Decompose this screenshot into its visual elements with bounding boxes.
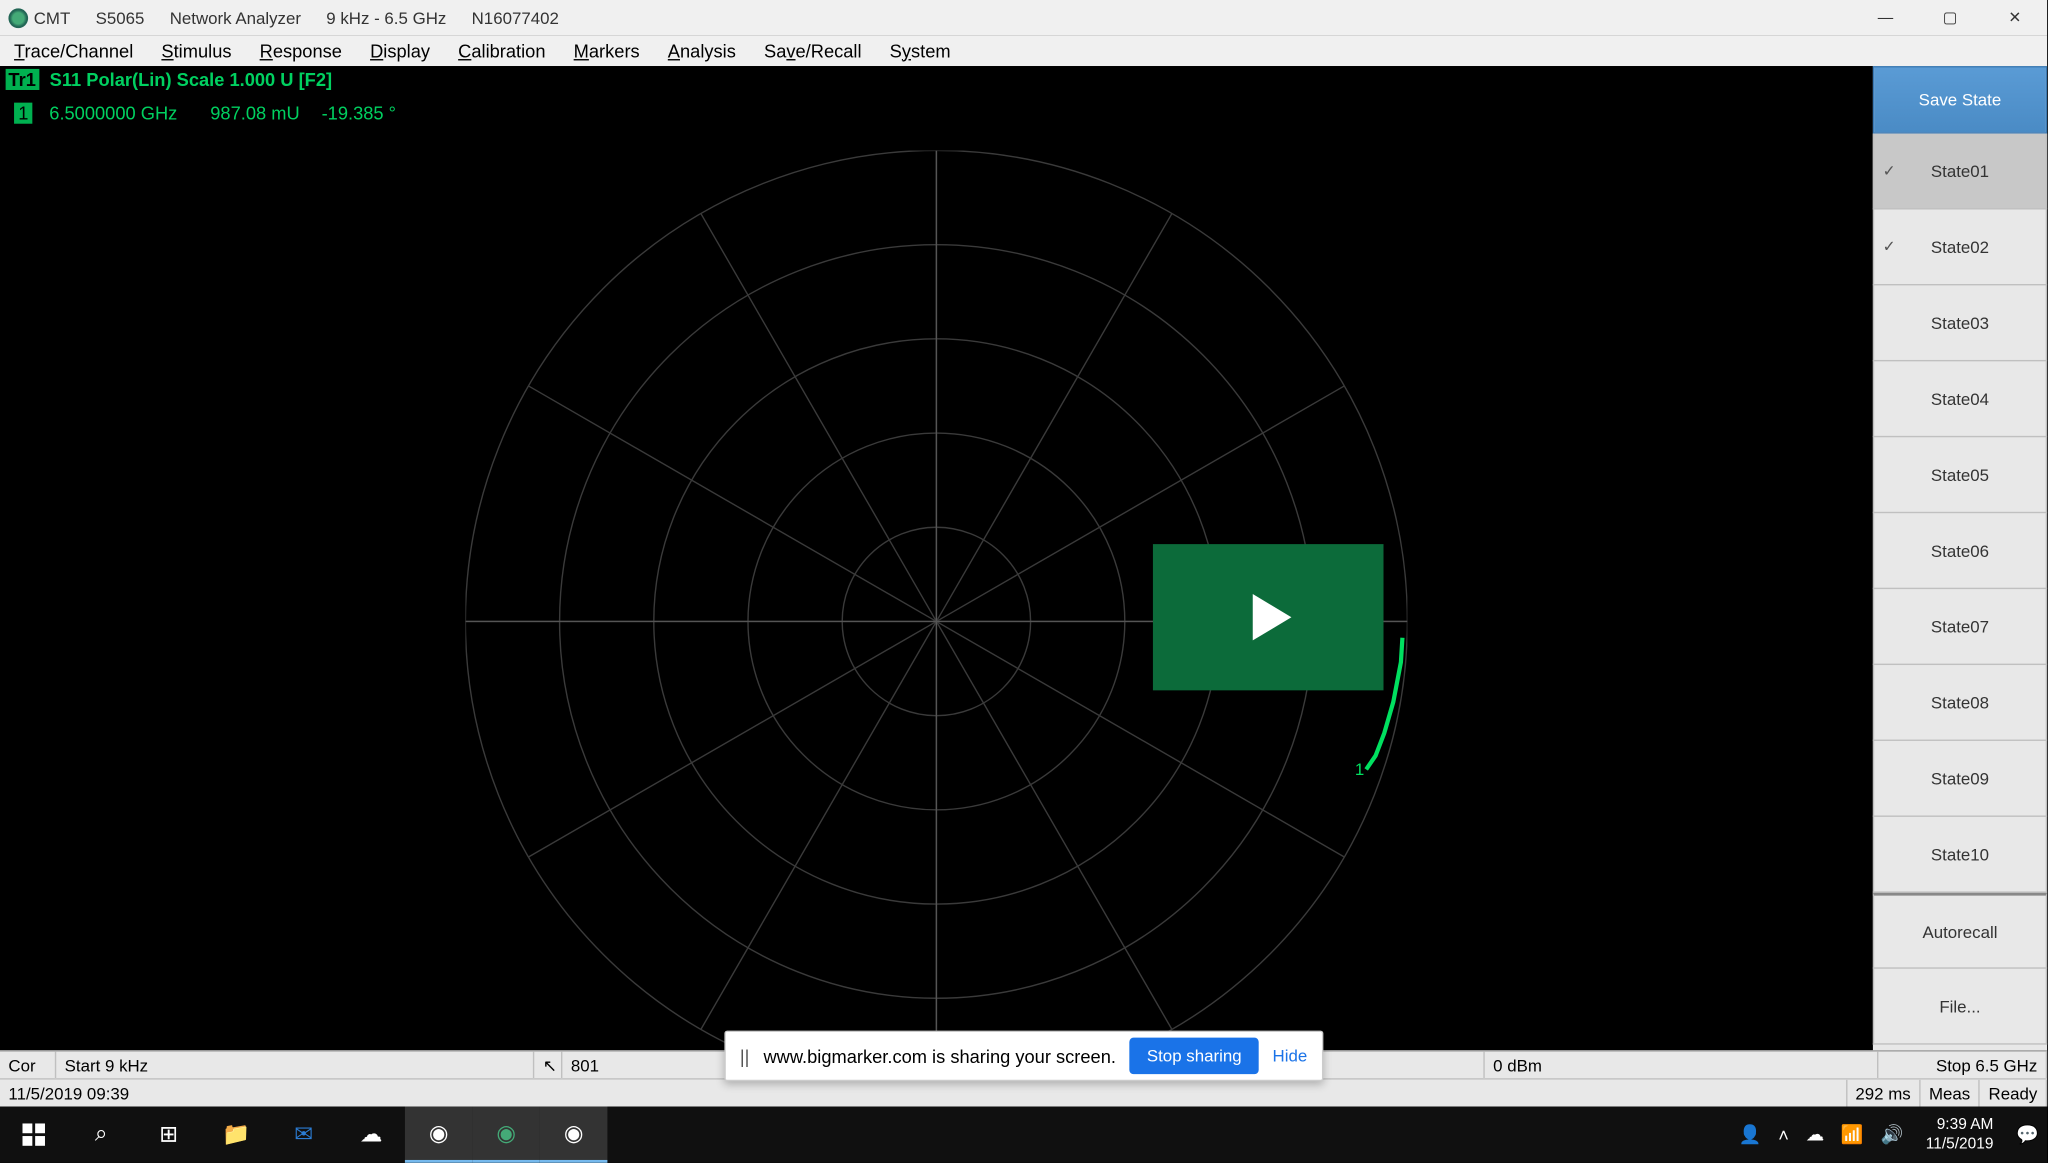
taskbar: ⌕ ⊞ 📁 ✉ ☁ ◉ ◉ ◉ 👤 ˄ ☁ 📶 🔊 9:39 AM 11/5/2… xyxy=(0,1107,2047,1163)
side-panel: Save State ✓ State01 ✓ State02 State03 State04… xyxy=(1873,66,2047,1050)
notifications-icon[interactable]: 💬 xyxy=(2008,1123,2048,1145)
save-state-header[interactable]: Save State xyxy=(1873,66,2047,133)
serial: N16077402 xyxy=(472,8,559,28)
trace-title: S11 Polar(Lin) Scale 1.000 U [F2] xyxy=(50,69,332,90)
state-slot-state04[interactable]: State04 xyxy=(1873,361,2047,437)
share-text: www.bigmarker.com is sharing your screen… xyxy=(763,1045,1115,1066)
menu-markers[interactable]: Markers xyxy=(560,40,654,61)
state-slot-state08[interactable]: State08 xyxy=(1873,665,2047,741)
state-slot-state03[interactable]: State03 xyxy=(1873,285,2047,361)
check-icon: ✓ xyxy=(1883,162,1896,180)
state-label: State04 xyxy=(1931,389,1989,409)
title-bar: CMT S5065 Network Analyzer 9 kHz - 6.5 G… xyxy=(0,0,2047,35)
hide-sharing-button[interactable]: Hide xyxy=(1273,1046,1308,1066)
wifi-icon[interactable]: 📶 xyxy=(1832,1123,1872,1145)
state-label: State10 xyxy=(1931,844,1989,864)
model: S5065 xyxy=(96,8,145,28)
clock[interactable]: 9:39 AM 11/5/2019 xyxy=(1912,1115,2008,1154)
volume-icon[interactable]: 🔊 xyxy=(1872,1123,1912,1145)
autorecall-button[interactable]: Autorecall xyxy=(1873,893,2047,969)
chrome-icon[interactable]: ◉ xyxy=(405,1107,472,1163)
marker-readout: 1 6.5000000 GHz 987.08 mU -19.385 ° xyxy=(14,103,396,125)
menu-bar: Trace/ChannelStimulusResponseDisplayCali… xyxy=(0,35,2047,66)
state-label: State03 xyxy=(1931,313,1989,333)
state-slot-state05[interactable]: State05 xyxy=(1873,437,2047,513)
chrome-icon-2[interactable]: ◉ xyxy=(540,1107,607,1163)
product: Network Analyzer xyxy=(170,8,301,28)
marker-phase: -19.385 ° xyxy=(322,103,396,124)
screen-share-bar: || www.bigmarker.com is sharing your scr… xyxy=(724,1031,1322,1082)
state-label: State02 xyxy=(1931,237,1989,257)
stop-sharing-button[interactable]: Stop sharing xyxy=(1130,1038,1258,1075)
state-label: State06 xyxy=(1931,541,1989,561)
menu-save-recall[interactable]: Save/Recall xyxy=(750,40,876,61)
ready-status: Ready xyxy=(1980,1080,2047,1107)
menu-calibration[interactable]: Calibration xyxy=(444,40,560,61)
cmt-app-icon[interactable]: ◉ xyxy=(472,1107,539,1163)
state-slot-state02[interactable]: ✓ State02 xyxy=(1873,209,2047,285)
trace-label: Tr1 xyxy=(6,69,39,90)
datetime: 11/5/2019 09:39 xyxy=(0,1080,1847,1107)
app-icon-1[interactable]: ☁ xyxy=(337,1107,404,1163)
state-slot-state09[interactable]: State09 xyxy=(1873,741,2047,817)
start-button[interactable] xyxy=(0,1107,67,1163)
clock-date: 11/5/2019 xyxy=(1926,1135,1994,1155)
clock-time: 9:39 AM xyxy=(1926,1115,1994,1135)
menu-system[interactable]: System xyxy=(876,40,965,61)
state-slot-state07[interactable]: State07 xyxy=(1873,589,2047,665)
tray-chevron-icon[interactable]: ˄ xyxy=(1770,1124,1798,1145)
close-button[interactable]: ✕ xyxy=(1982,0,2047,35)
state-label: State09 xyxy=(1931,768,1989,788)
check-icon: ✓ xyxy=(1883,238,1896,256)
meas-status: Meas xyxy=(1921,1080,1981,1107)
state-slot-state06[interactable]: State06 xyxy=(1873,513,2047,589)
marker-mag: 987.08 mU xyxy=(210,103,299,124)
outlook-icon[interactable]: ✉ xyxy=(270,1107,337,1163)
marker-freq: 6.5000000 GHz xyxy=(49,103,177,124)
state-slot-state01[interactable]: ✓ State01 xyxy=(1873,134,2047,210)
app-icon xyxy=(8,8,28,28)
cloud-icon[interactable]: ☁ xyxy=(1797,1123,1832,1145)
menu-analysis[interactable]: Analysis xyxy=(654,40,750,61)
state-label: State01 xyxy=(1931,161,1989,181)
state-label: State07 xyxy=(1931,617,1989,637)
start-freq: Start 9 kHz xyxy=(56,1052,534,1079)
svg-text:1: 1 xyxy=(1355,760,1364,779)
marker-num: 1 xyxy=(14,103,33,124)
file--button[interactable]: File... xyxy=(1873,969,2047,1045)
state-label: State08 xyxy=(1931,692,1989,712)
menu-display[interactable]: Display xyxy=(356,40,444,61)
menu-stimulus[interactable]: Stimulus xyxy=(147,40,245,61)
explorer-icon[interactable]: 📁 xyxy=(202,1107,269,1163)
minimize-button[interactable]: — xyxy=(1853,0,1918,35)
play-button[interactable] xyxy=(1153,544,1384,690)
power-dbm: 0 dBm xyxy=(1485,1052,1879,1079)
freq-range: 9 kHz - 6.5 GHz xyxy=(326,8,446,28)
cor-indicator: Cor xyxy=(0,1052,56,1079)
people-icon[interactable]: 👤 xyxy=(1730,1123,1770,1145)
stop-freq: Stop 6.5 GHz xyxy=(1878,1052,2047,1079)
taskview-icon[interactable]: ⊞ xyxy=(135,1107,202,1163)
plot-area: Tr1 S11 Polar(Lin) Scale 1.000 U [F2] 1 … xyxy=(0,66,1873,1050)
maximize-button[interactable]: ▢ xyxy=(1918,0,1983,35)
state-slot-state10[interactable]: State10 xyxy=(1873,817,2047,893)
search-icon[interactable]: ⌕ xyxy=(67,1107,134,1163)
app-name: CMT xyxy=(34,8,71,28)
sweep-ms: 292 ms xyxy=(1847,1080,1921,1107)
state-label: State05 xyxy=(1931,465,1989,485)
status-bar-info: 11/5/2019 09:39 292 ms Meas Ready xyxy=(0,1078,2047,1106)
menu-response[interactable]: Response xyxy=(246,40,356,61)
trace-header: Tr1 S11 Polar(Lin) Scale 1.000 U [F2] xyxy=(6,69,332,91)
cursor-icon: ↖ xyxy=(534,1052,562,1079)
menu-trace-channel[interactable]: Trace/Channel xyxy=(0,40,147,61)
